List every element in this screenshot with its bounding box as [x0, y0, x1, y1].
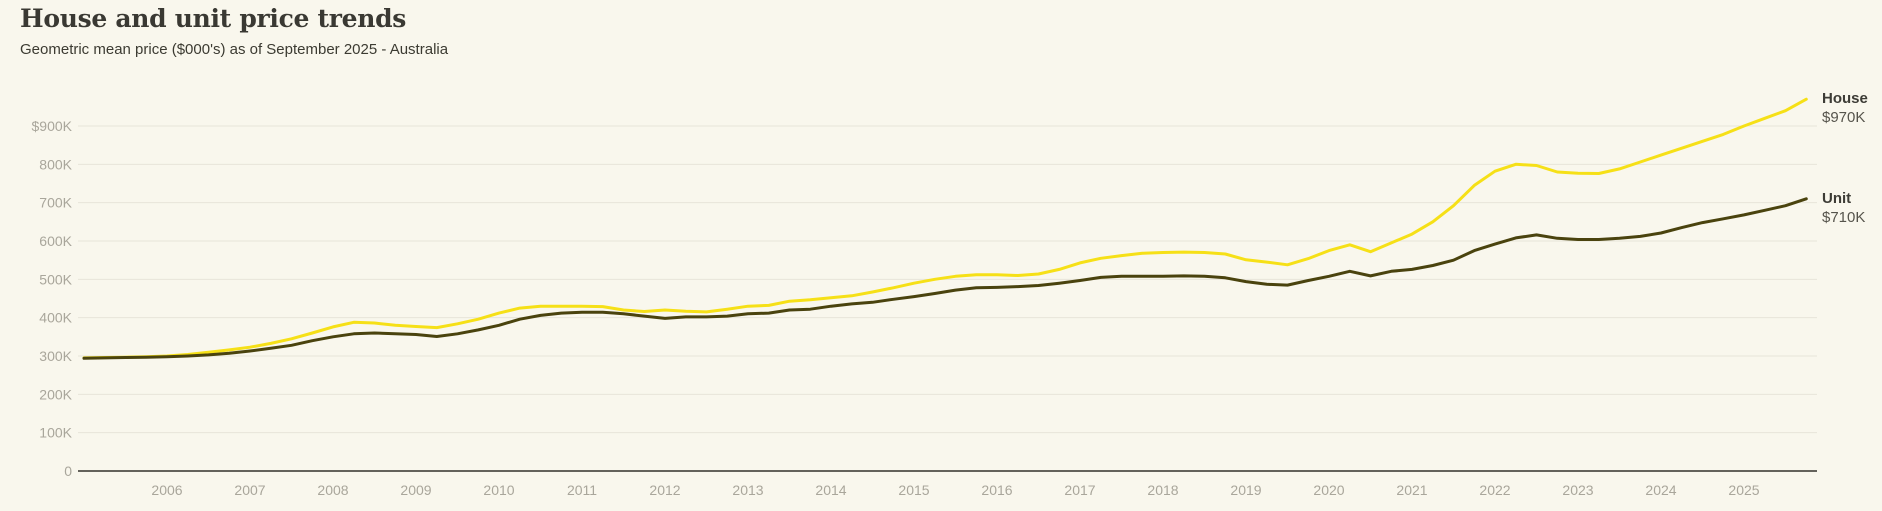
x-tick-label: 2016: [981, 482, 1012, 498]
page-title: House and unit price trends: [20, 4, 407, 33]
x-tick-label: 2010: [483, 482, 514, 498]
y-tick-label: 600K: [39, 233, 72, 249]
y-tick-label: 500K: [39, 271, 72, 287]
unit-series-value: $710K: [1822, 208, 1866, 226]
y-tick-label: $900K: [32, 118, 73, 134]
house-series-value: $970K: [1822, 109, 1866, 127]
x-tick-label: 2011: [567, 482, 597, 498]
x-tick-label: 2017: [1064, 482, 1095, 498]
y-tick-label: 200K: [39, 386, 72, 402]
page-subtitle: Geometric mean price ($000's) as of Sept…: [20, 41, 449, 58]
x-tick-label: 2006: [151, 482, 182, 498]
house-series-label: House $970K: [1822, 89, 1868, 127]
x-tick-label: 2022: [1479, 482, 1510, 498]
x-tick-label: 2024: [1645, 482, 1676, 498]
y-tick-label: 800K: [39, 156, 72, 172]
x-tick-label: 2018: [1147, 482, 1178, 498]
y-tick-label: 700K: [39, 195, 72, 211]
house-series-name: House: [1822, 90, 1868, 108]
x-tick-label: 2020: [1313, 482, 1344, 498]
x-tick-label: 2013: [732, 482, 763, 498]
x-tick-label: 2014: [815, 482, 846, 498]
x-tick-label: 2015: [898, 482, 929, 498]
x-tick-label: 2019: [1230, 482, 1261, 498]
y-tick-label: 100K: [39, 425, 72, 441]
unit-series-label: Unit $710K: [1822, 189, 1865, 227]
y-tick-label: 400K: [39, 310, 72, 326]
x-tick-label: 2008: [317, 482, 348, 498]
y-tick-label: 300K: [39, 348, 72, 364]
x-tick-label: 2007: [234, 482, 265, 498]
house-line: [82, 97, 1808, 360]
x-tick-label: 2025: [1728, 482, 1759, 498]
x-tick-label: 2023: [1562, 482, 1593, 498]
unit-series-name: Unit: [1822, 189, 1852, 207]
x-tick-label: 2009: [400, 482, 431, 498]
x-tick-label: 2021: [1396, 482, 1427, 498]
unit-line: [82, 197, 1808, 360]
y-tick-label: 0: [64, 463, 72, 479]
x-tick-label: 2012: [649, 482, 680, 498]
